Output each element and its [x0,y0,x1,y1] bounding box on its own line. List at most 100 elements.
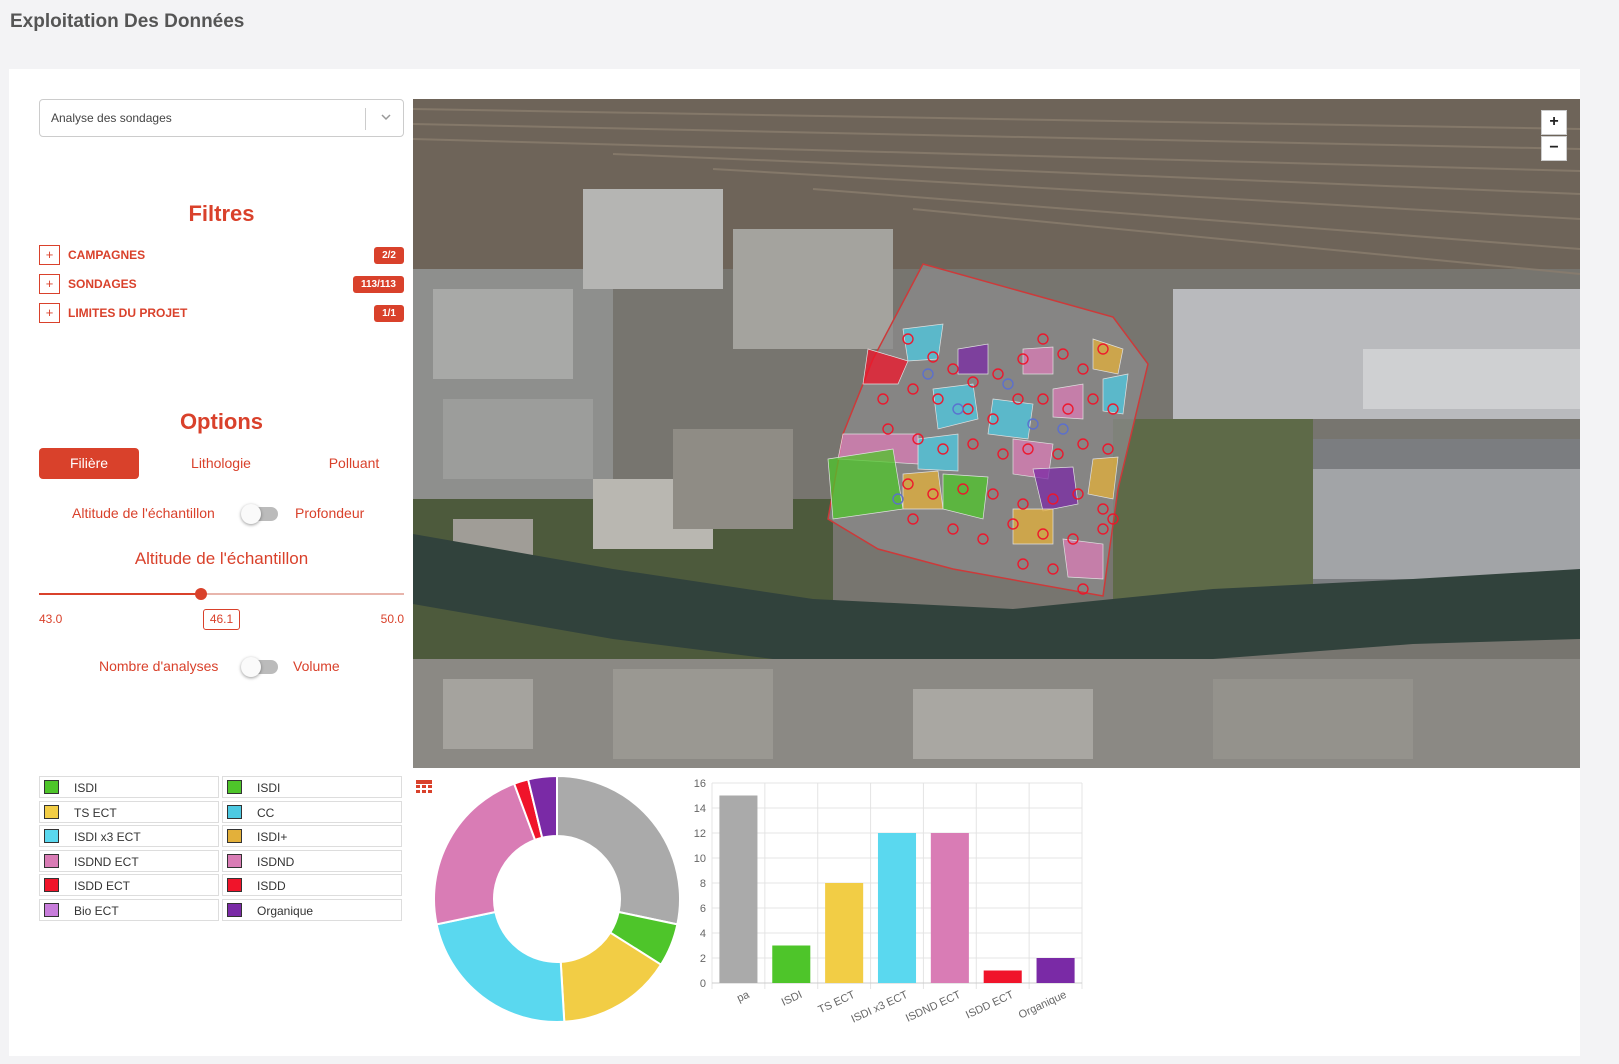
analysis-select-value: Analyse des sondages [51,111,172,125]
bar-isdnd-ect[interactable] [930,833,969,983]
bar-ts-ect[interactable] [825,883,864,983]
altitude-depth-switch[interactable] [241,504,278,524]
legend-label: ISDND [257,854,295,869]
legend-label: TS ECT [74,805,117,820]
legend-item: TS ECT [39,800,219,823]
legend-item: ISDI [39,776,219,798]
count-badge: 1/1 [374,305,404,322]
legend-item: ISDI x3 ECT [39,825,219,847]
altitude-slider[interactable] [39,588,404,600]
y-tick-label: 14 [694,803,706,815]
toggle-left-label: Altitude de l'échantillon [72,505,215,521]
count-badge: 113/113 [352,276,404,293]
legend-swatch [44,829,59,843]
filter-row-campagnes[interactable]: + CAMPAGNES 2/2 [39,245,404,265]
filter-label: CAMPAGNES [68,248,146,262]
x-tick-label: Organique [1017,989,1069,1022]
x-tick-label: ISDND ECT [904,989,963,1025]
x-tick-label: ISDD ECT [964,989,1016,1022]
count-volume-toggle-row: Nombre d'analyses Volume [39,655,404,677]
bar-pa[interactable] [719,795,758,984]
slider-thumb[interactable] [194,588,207,600]
count-volume-switch[interactable] [241,657,278,677]
aerial-map[interactable] [413,99,1580,768]
toggle-right-label: Profondeur [295,505,365,521]
switch-knob [241,504,261,524]
y-tick-label: 16 [694,778,706,790]
legend-label: Bio ECT [74,903,119,918]
legend-label: ISDI x3 ECT [74,830,141,844]
legend-label: ISDD [257,879,286,893]
analysis-select[interactable]: Analyse des sondages [39,99,404,137]
donut-slice-isdnd-ect[interactable] [433,782,537,926]
legend-label: ISDI [74,781,98,795]
legend-swatch [227,878,242,892]
slider-min: 43.0 [39,612,63,626]
donut-slice-pa[interactable] [556,774,681,926]
options-tabs: Filière Lithologie Polluant [39,448,404,479]
switch-knob [241,657,261,677]
toggle-right-label: Volume [293,658,340,674]
legend-swatch [227,780,242,794]
legend-swatch [227,829,242,843]
bar-isdi[interactable] [772,945,811,984]
tab-polluant[interactable]: Polluant [328,455,380,471]
x-tick-label: ISDI x3 ECT [849,989,910,1026]
legend-item: ISDND ECT [39,849,219,872]
bar-isdd-ect[interactable] [983,970,1022,984]
expand-icon[interactable]: + [39,245,60,265]
options-heading: Options [179,409,264,434]
filter-label: SONDAGES [68,277,137,291]
select-separator [365,108,366,130]
legend-item: ISDD [222,874,402,896]
x-tick-label: TS ECT [817,989,858,1017]
legend-item: ISDD ECT [39,874,219,896]
tab-lithologie[interactable]: Lithologie [191,455,251,471]
bar-organique[interactable] [1036,958,1075,983]
expand-icon[interactable]: + [39,274,60,294]
slider-value: 46.1 [203,609,240,630]
slider-max: 50.0 [380,612,404,626]
toggle-left-label: Nombre d'analyses [99,658,219,674]
legend-swatch [227,902,242,917]
legend-label: ISDI+ [257,830,288,844]
legend-item: Organique [222,898,402,921]
y-tick-label: 12 [694,828,706,840]
x-tick-label: pa [735,988,752,1004]
count-badge: 2/2 [374,247,404,264]
chevron-down-icon[interactable] [381,112,391,122]
legend-item: CC [222,800,402,823]
legend-item: ISDI [222,776,402,798]
y-tick-label: 2 [700,953,706,965]
tab-filiere[interactable]: Filière [39,448,139,479]
donut-slice-organique[interactable] [526,774,558,839]
map-canvas [413,99,1580,768]
zoom-out-button[interactable]: − [1541,136,1567,161]
legend-label: ISDI [257,781,281,795]
legend-swatch [44,804,59,819]
legend-label: Organique [257,903,314,918]
filter-row-sondages[interactable]: + SONDAGES 113/113 [39,274,404,294]
expand-icon[interactable]: + [39,303,60,323]
donut-chart [433,774,681,1023]
legend-label: CC [257,805,275,820]
y-tick-label: 8 [700,878,706,890]
x-tick-label: ISDI [780,989,804,1009]
slider-title: Altitude de l'échantillon [134,549,309,568]
filter-label: LIMITES DU PROJET [68,306,188,320]
slider-fill [39,593,201,595]
filters-heading: Filtres [188,201,255,226]
table-icon[interactable] [415,779,433,795]
legend-swatch [227,853,242,868]
bar-isdi-x3-ect[interactable] [877,833,917,983]
donut-slice-isdi-x3-ect[interactable] [435,910,566,1023]
filter-row-limites[interactable]: + LIMITES DU PROJET 1/1 [39,303,404,323]
altitude-depth-toggle-row: Altitude de l'échantillon Profondeur [39,502,404,524]
legend-swatch [44,902,59,917]
legend-swatch [44,780,59,794]
legend-item: Bio ECT [39,898,219,921]
y-tick-label: 6 [700,903,706,915]
zoom-in-button[interactable]: + [1541,110,1567,135]
y-tick-label: 0 [700,978,706,990]
